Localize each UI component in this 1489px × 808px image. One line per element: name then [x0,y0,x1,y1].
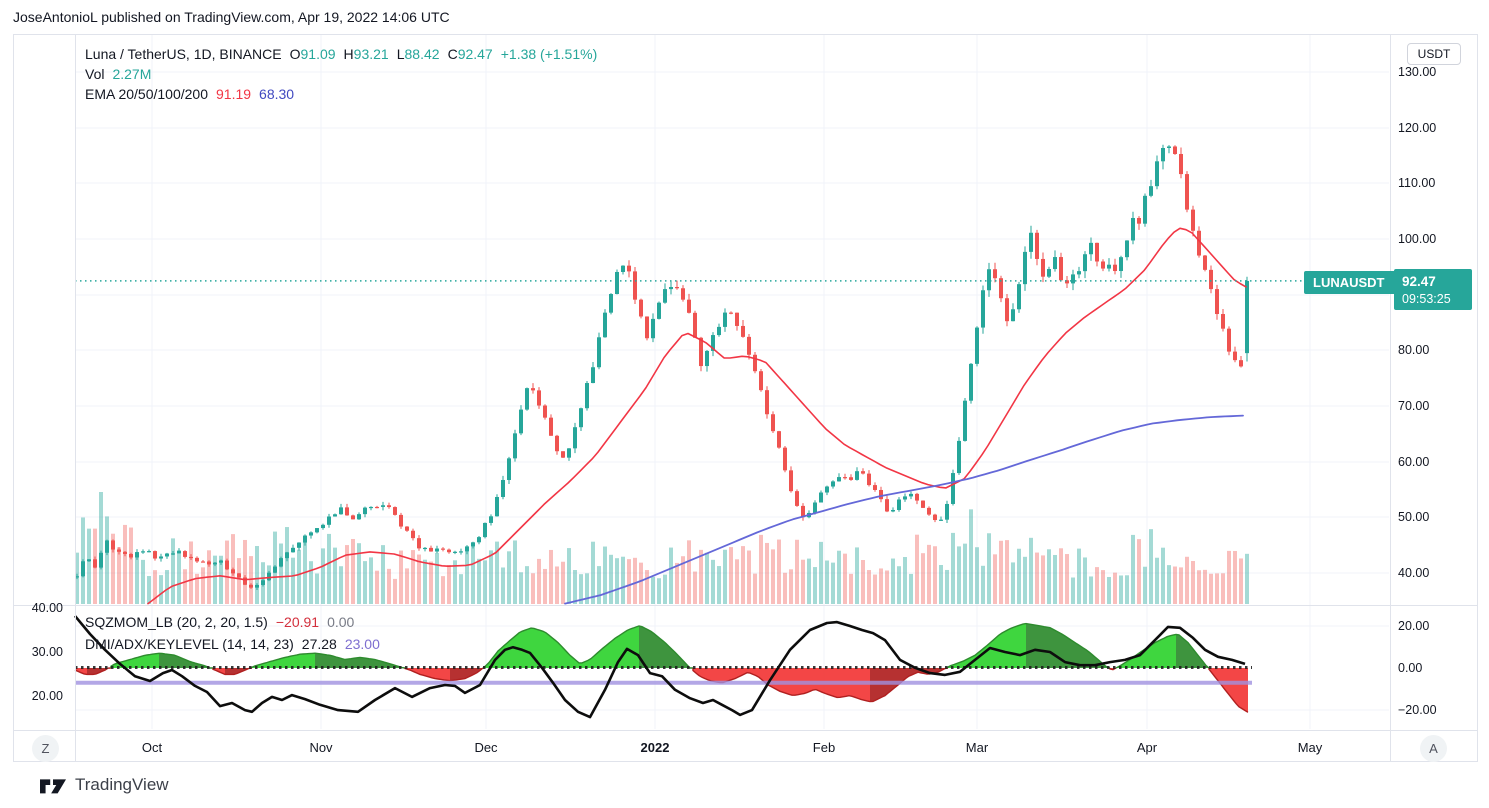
price-tick-label: 0.00 [1398,661,1423,675]
ema200-value: 68.30 [259,86,295,102]
price-tick-label: 130.00 [1398,65,1437,79]
price-tick-label: 60.00 [1398,455,1430,469]
ema-legend[interactable]: EMA 20/50/100/200 91.19 68.30 [85,86,294,102]
time-tick-label: Feb [812,740,836,755]
time-tick-label: Mar [965,740,989,755]
sqzmom-label: SQZMOM_LB (20, 2, 20, 1.5) [85,614,268,630]
tradingview-brand-text: TradingView [75,775,169,794]
current-price-symbol-label[interactable]: LUNAUSDT [1304,271,1394,294]
time-axis-separator [13,730,1478,731]
current-price-label[interactable]: 92.47 09:53:25 [1394,269,1472,310]
volume-label: Vol [85,66,105,82]
sqzmom-zero-value: 0.00 [327,614,355,630]
dmi-legend[interactable]: DMI/ADX/KEYLEVEL (14, 14, 23) 27.28 23.0… [85,636,380,652]
right-scale-separator [1390,34,1391,762]
price-tick-label: 40.00 [1398,566,1430,580]
left-scale-separator [75,34,76,762]
symbol-title: Luna / TetherUS, 1D, BINANCE [85,46,282,62]
currency-toggle[interactable]: USDT [1407,43,1461,65]
price-tick-label: 110.00 [1398,176,1436,190]
keylevel-value: 23.00 [344,636,380,652]
ema-label: EMA 20/50/100/200 [85,86,208,102]
sqzmom-legend[interactable]: SQZMOM_LB (20, 2, 20, 1.5) −20.91 0.00 [85,614,354,630]
price-tick-label: 70.00 [1398,399,1430,413]
time-tick-label: May [1297,740,1323,755]
candlesticks [75,144,1249,590]
time-tick-label: Dec [474,740,498,755]
indicator-tick-label: 40.00 [31,601,63,615]
ema20-value: 91.19 [216,86,252,102]
adx-value: 27.28 [301,636,337,652]
time-tick-label: 2022 [640,740,670,755]
time-tick-label: Oct [141,740,163,755]
indicator-tick-label: 30.00 [31,645,63,659]
price-tick-label: 80.00 [1398,343,1430,357]
ema200-line [564,414,1244,605]
price-tick-label: 100.00 [1398,232,1437,246]
dmi-label: DMI/ADX/KEYLEVEL (14, 14, 23) [85,636,294,652]
pane-resize-separator[interactable] [13,605,1478,606]
volume-value: 2.27M [112,66,152,82]
ohlc-open: O91.09 [289,46,336,62]
a-button[interactable]: A [1420,735,1447,762]
volume-bars [75,492,1249,604]
change-value: +1.38 (+1.51%) [500,46,598,62]
ema20-line [147,227,1247,605]
price-tick-label: 50.00 [1398,510,1430,524]
price-tick-label: −20.00 [1398,703,1437,717]
current-price-value: 92.47 [1402,273,1436,289]
watermark-text: JoseAntonioL published on TradingView.co… [13,9,450,25]
ohlc-close: C92.47 [447,46,493,62]
bar-countdown: 09:53:25 [1402,291,1451,306]
time-tick-label: Nov [309,740,333,755]
adx-line [73,615,1246,719]
price-tick-label: 120.00 [1398,121,1437,135]
symbol-legend[interactable]: Luna / TetherUS, 1D, BINANCE O91.09 H93.… [85,46,597,62]
ohlc-high: H93.21 [343,46,389,62]
price-tick-label: 20.00 [1398,619,1430,633]
sqzmom-value: −20.91 [275,614,320,630]
z-button[interactable]: Z [32,735,59,762]
ohlc-low: L88.42 [396,46,440,62]
sqzmom-areas [74,622,1249,713]
volume-legend[interactable]: Vol 2.27M [85,66,151,82]
tradingview-logo-icon [40,779,66,794]
chart-frame [13,34,1478,762]
indicator-tick-label: 20.00 [31,689,63,703]
footer-brand[interactable]: TradingView [40,774,169,796]
time-tick-label: Apr [1136,740,1158,755]
